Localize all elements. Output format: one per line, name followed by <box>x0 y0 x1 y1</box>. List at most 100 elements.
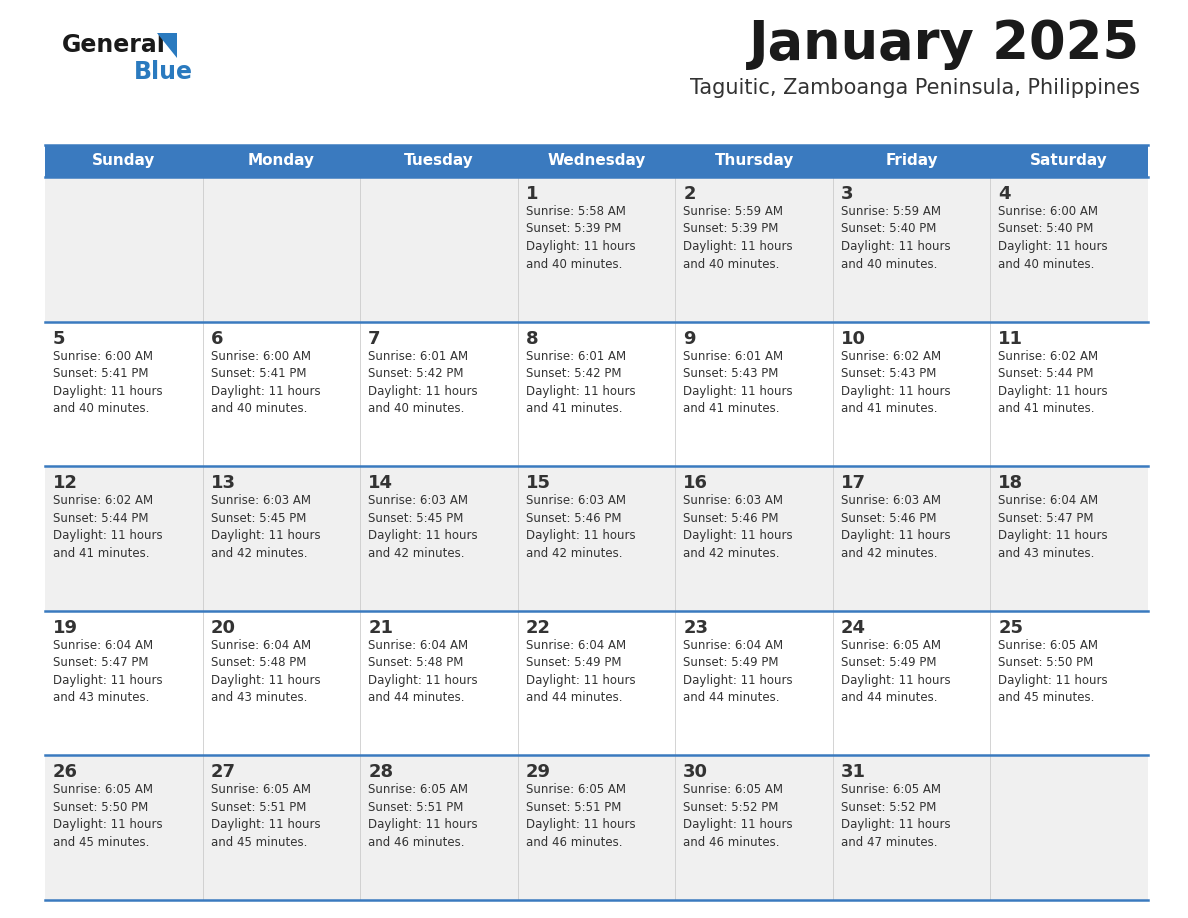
Bar <box>203 177 360 321</box>
Polygon shape <box>157 33 177 58</box>
Bar <box>833 145 991 177</box>
Text: 29: 29 <box>526 764 551 781</box>
Text: Sunrise: 6:02 AM
Sunset: 5:44 PM
Daylight: 11 hours
and 41 minutes.: Sunrise: 6:02 AM Sunset: 5:44 PM Dayligh… <box>53 494 163 560</box>
Text: Sunrise: 6:01 AM
Sunset: 5:43 PM
Daylight: 11 hours
and 41 minutes.: Sunrise: 6:01 AM Sunset: 5:43 PM Dayligh… <box>683 350 792 415</box>
Text: Sunrise: 6:04 AM
Sunset: 5:49 PM
Daylight: 11 hours
and 44 minutes.: Sunrise: 6:04 AM Sunset: 5:49 PM Dayligh… <box>526 639 636 704</box>
Text: Sunrise: 6:03 AM
Sunset: 5:45 PM
Daylight: 11 hours
and 42 minutes.: Sunrise: 6:03 AM Sunset: 5:45 PM Dayligh… <box>210 494 321 560</box>
Bar <box>360 610 518 756</box>
Text: Thursday: Thursday <box>714 153 794 169</box>
Bar <box>518 610 675 756</box>
Text: Sunrise: 6:00 AM
Sunset: 5:41 PM
Daylight: 11 hours
and 40 minutes.: Sunrise: 6:00 AM Sunset: 5:41 PM Dayligh… <box>53 350 163 415</box>
Text: Sunrise: 6:04 AM
Sunset: 5:47 PM
Daylight: 11 hours
and 43 minutes.: Sunrise: 6:04 AM Sunset: 5:47 PM Dayligh… <box>998 494 1108 560</box>
Text: 22: 22 <box>526 619 551 637</box>
Bar <box>203 756 360 900</box>
Text: Sunday: Sunday <box>93 153 156 169</box>
Bar <box>45 145 203 177</box>
Text: Sunrise: 6:01 AM
Sunset: 5:42 PM
Daylight: 11 hours
and 41 minutes.: Sunrise: 6:01 AM Sunset: 5:42 PM Dayligh… <box>526 350 636 415</box>
Text: Sunrise: 6:05 AM
Sunset: 5:51 PM
Daylight: 11 hours
and 45 minutes.: Sunrise: 6:05 AM Sunset: 5:51 PM Dayligh… <box>210 783 321 849</box>
Text: Sunrise: 5:58 AM
Sunset: 5:39 PM
Daylight: 11 hours
and 40 minutes.: Sunrise: 5:58 AM Sunset: 5:39 PM Dayligh… <box>526 205 636 271</box>
Text: Sunrise: 6:02 AM
Sunset: 5:44 PM
Daylight: 11 hours
and 41 minutes.: Sunrise: 6:02 AM Sunset: 5:44 PM Dayligh… <box>998 350 1108 415</box>
Text: 12: 12 <box>53 475 78 492</box>
Text: 9: 9 <box>683 330 696 348</box>
Text: Sunrise: 6:05 AM
Sunset: 5:52 PM
Daylight: 11 hours
and 46 minutes.: Sunrise: 6:05 AM Sunset: 5:52 PM Dayligh… <box>683 783 792 849</box>
Text: 13: 13 <box>210 475 235 492</box>
Text: 11: 11 <box>998 330 1023 348</box>
Text: Sunrise: 6:05 AM
Sunset: 5:51 PM
Daylight: 11 hours
and 46 minutes.: Sunrise: 6:05 AM Sunset: 5:51 PM Dayligh… <box>368 783 478 849</box>
Text: Taguitic, Zamboanga Peninsula, Philippines: Taguitic, Zamboanga Peninsula, Philippin… <box>690 78 1140 98</box>
Text: 5: 5 <box>53 330 65 348</box>
Text: Sunrise: 6:05 AM
Sunset: 5:50 PM
Daylight: 11 hours
and 45 minutes.: Sunrise: 6:05 AM Sunset: 5:50 PM Dayligh… <box>53 783 163 849</box>
Text: 31: 31 <box>841 764 866 781</box>
Bar <box>991 177 1148 321</box>
Text: 24: 24 <box>841 619 866 637</box>
Text: 30: 30 <box>683 764 708 781</box>
Bar <box>360 145 518 177</box>
Text: 15: 15 <box>526 475 551 492</box>
Text: Sunrise: 6:01 AM
Sunset: 5:42 PM
Daylight: 11 hours
and 40 minutes.: Sunrise: 6:01 AM Sunset: 5:42 PM Dayligh… <box>368 350 478 415</box>
Text: 25: 25 <box>998 619 1023 637</box>
Bar <box>518 145 675 177</box>
Bar <box>833 321 991 466</box>
Bar <box>203 466 360 610</box>
Bar <box>991 466 1148 610</box>
Text: Sunrise: 6:04 AM
Sunset: 5:47 PM
Daylight: 11 hours
and 43 minutes.: Sunrise: 6:04 AM Sunset: 5:47 PM Dayligh… <box>53 639 163 704</box>
Bar <box>675 756 833 900</box>
Text: 28: 28 <box>368 764 393 781</box>
Text: Sunrise: 6:05 AM
Sunset: 5:50 PM
Daylight: 11 hours
and 45 minutes.: Sunrise: 6:05 AM Sunset: 5:50 PM Dayligh… <box>998 639 1108 704</box>
Text: 18: 18 <box>998 475 1024 492</box>
Text: General: General <box>62 33 166 57</box>
Text: 21: 21 <box>368 619 393 637</box>
Text: Sunrise: 6:05 AM
Sunset: 5:51 PM
Daylight: 11 hours
and 46 minutes.: Sunrise: 6:05 AM Sunset: 5:51 PM Dayligh… <box>526 783 636 849</box>
Text: Saturday: Saturday <box>1030 153 1108 169</box>
Bar <box>833 177 991 321</box>
Text: Monday: Monday <box>248 153 315 169</box>
Text: Sunrise: 5:59 AM
Sunset: 5:40 PM
Daylight: 11 hours
and 40 minutes.: Sunrise: 5:59 AM Sunset: 5:40 PM Dayligh… <box>841 205 950 271</box>
Bar <box>203 610 360 756</box>
Bar <box>45 466 203 610</box>
Text: Blue: Blue <box>134 60 192 84</box>
Bar <box>45 321 203 466</box>
Text: 2: 2 <box>683 185 696 203</box>
Text: 19: 19 <box>53 619 78 637</box>
Text: Sunrise: 6:00 AM
Sunset: 5:41 PM
Daylight: 11 hours
and 40 minutes.: Sunrise: 6:00 AM Sunset: 5:41 PM Dayligh… <box>210 350 321 415</box>
Text: 7: 7 <box>368 330 380 348</box>
Bar <box>675 321 833 466</box>
Text: 23: 23 <box>683 619 708 637</box>
Text: Sunrise: 6:05 AM
Sunset: 5:52 PM
Daylight: 11 hours
and 47 minutes.: Sunrise: 6:05 AM Sunset: 5:52 PM Dayligh… <box>841 783 950 849</box>
Bar <box>833 756 991 900</box>
Bar <box>518 321 675 466</box>
Text: Sunrise: 6:00 AM
Sunset: 5:40 PM
Daylight: 11 hours
and 40 minutes.: Sunrise: 6:00 AM Sunset: 5:40 PM Dayligh… <box>998 205 1108 271</box>
Text: 27: 27 <box>210 764 235 781</box>
Text: Sunrise: 6:03 AM
Sunset: 5:45 PM
Daylight: 11 hours
and 42 minutes.: Sunrise: 6:03 AM Sunset: 5:45 PM Dayligh… <box>368 494 478 560</box>
Text: 20: 20 <box>210 619 235 637</box>
Bar <box>360 756 518 900</box>
Bar <box>360 321 518 466</box>
Bar <box>360 177 518 321</box>
Text: 8: 8 <box>526 330 538 348</box>
Bar <box>991 145 1148 177</box>
Bar <box>518 466 675 610</box>
Bar <box>833 466 991 610</box>
Bar <box>45 610 203 756</box>
Bar <box>45 177 203 321</box>
Bar <box>991 321 1148 466</box>
Bar <box>675 177 833 321</box>
Text: Tuesday: Tuesday <box>404 153 474 169</box>
Text: 3: 3 <box>841 185 853 203</box>
Bar <box>360 466 518 610</box>
Text: Sunrise: 6:04 AM
Sunset: 5:48 PM
Daylight: 11 hours
and 44 minutes.: Sunrise: 6:04 AM Sunset: 5:48 PM Dayligh… <box>368 639 478 704</box>
Bar <box>991 756 1148 900</box>
Text: Sunrise: 6:03 AM
Sunset: 5:46 PM
Daylight: 11 hours
and 42 minutes.: Sunrise: 6:03 AM Sunset: 5:46 PM Dayligh… <box>683 494 792 560</box>
Text: 14: 14 <box>368 475 393 492</box>
Bar <box>675 466 833 610</box>
Text: Sunrise: 6:02 AM
Sunset: 5:43 PM
Daylight: 11 hours
and 41 minutes.: Sunrise: 6:02 AM Sunset: 5:43 PM Dayligh… <box>841 350 950 415</box>
Text: Wednesday: Wednesday <box>548 153 646 169</box>
Bar <box>203 145 360 177</box>
Bar <box>675 610 833 756</box>
Bar <box>991 610 1148 756</box>
Text: Friday: Friday <box>885 153 939 169</box>
Text: January 2025: January 2025 <box>748 18 1140 70</box>
Text: 6: 6 <box>210 330 223 348</box>
Text: 16: 16 <box>683 475 708 492</box>
Bar <box>518 756 675 900</box>
